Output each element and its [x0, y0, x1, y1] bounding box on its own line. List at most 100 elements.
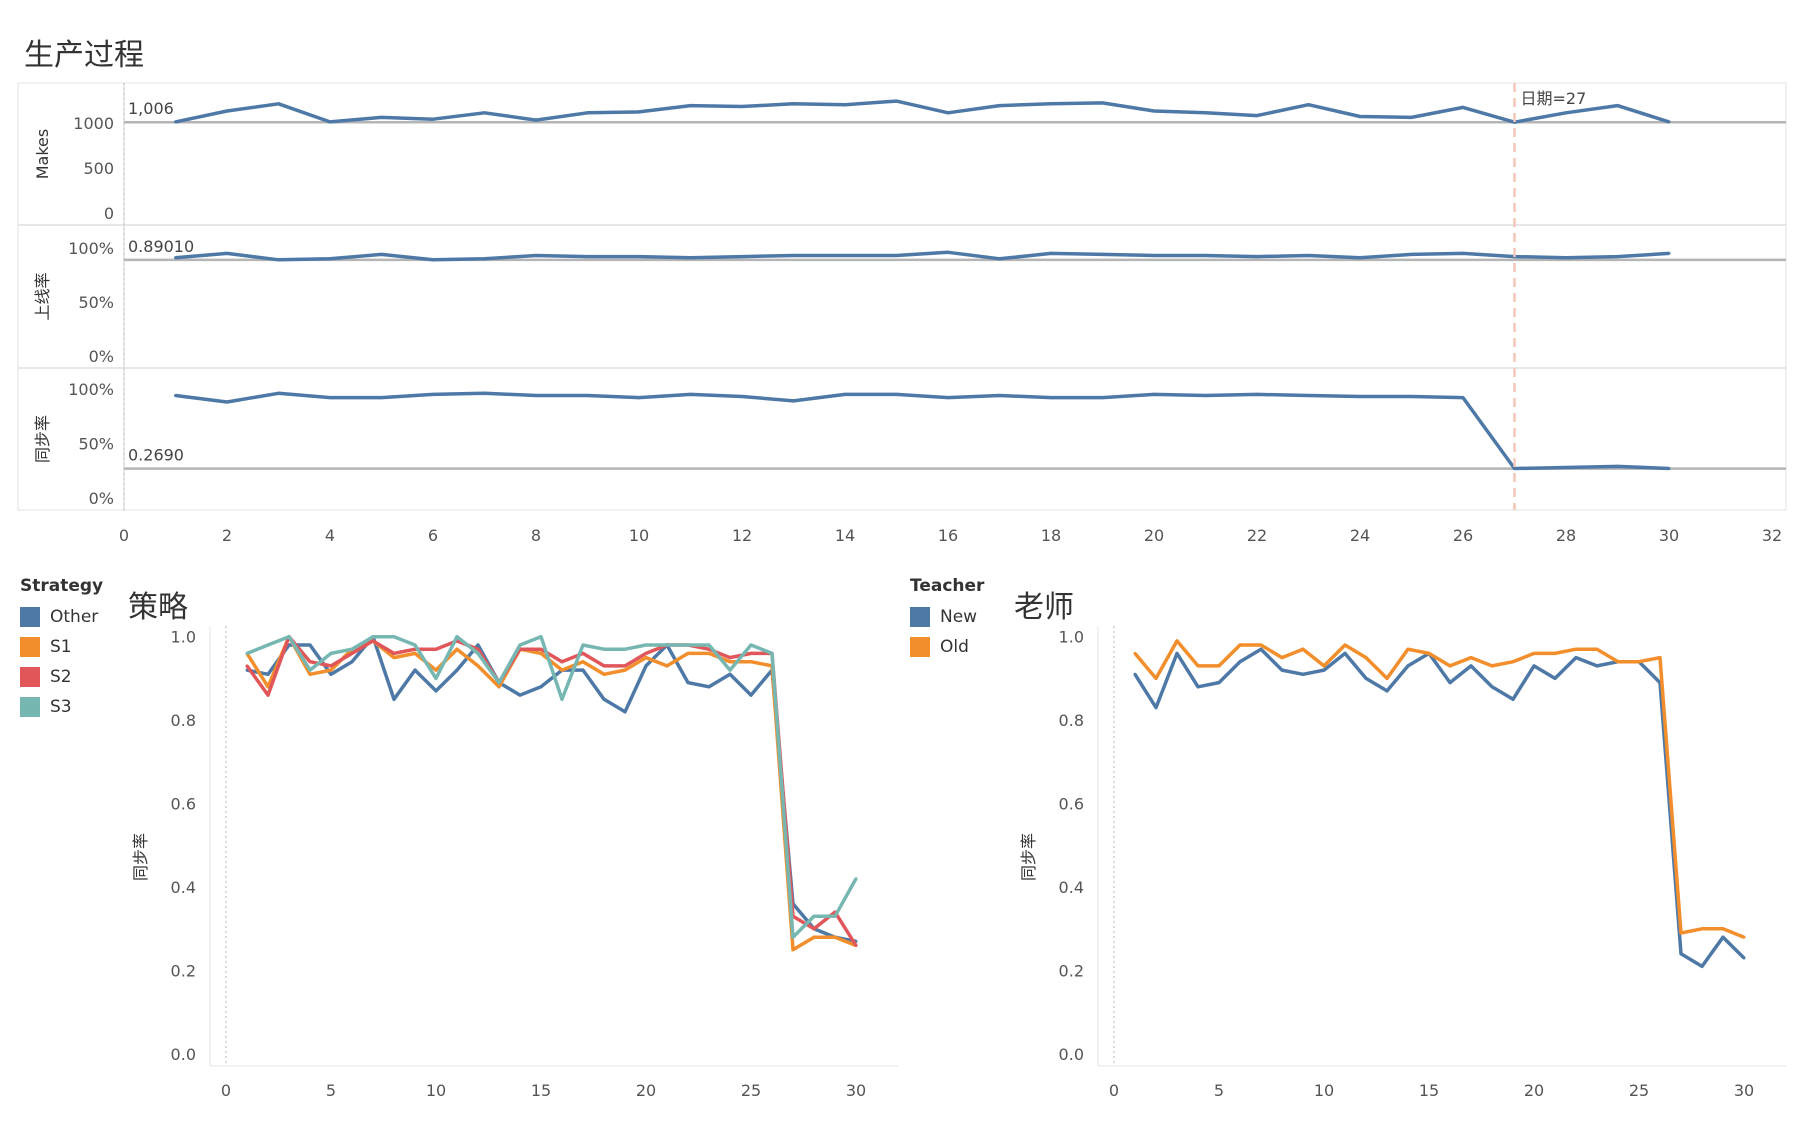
data-point: [476, 647, 480, 651]
data-point: [266, 685, 270, 689]
legend-label: New: [940, 607, 978, 627]
data-point: [455, 668, 459, 672]
data-point: [350, 660, 354, 664]
data-point: [1469, 656, 1473, 660]
x-tick-label: 24: [1350, 526, 1370, 545]
x-tick-label: 22: [1247, 526, 1267, 545]
legend-item[interactable]: Old: [910, 632, 984, 662]
data-point: [707, 685, 711, 689]
data-point: [843, 103, 847, 107]
teacher-legend[interactable]: Teacher New Old: [910, 576, 984, 662]
y-tick-label: 0%: [89, 347, 114, 366]
teacher-chart: 0.0 0.2 0.4 0.6 0.8 1.0 0 5 10 15 20 25 30 同步率: [1019, 626, 1786, 1100]
data-point: [581, 660, 585, 664]
data-point: [1511, 697, 1515, 701]
data-point: [371, 635, 375, 639]
data-point: [174, 393, 177, 397]
data-point: [1490, 664, 1494, 668]
data-point: [581, 643, 585, 647]
data-point: [371, 639, 375, 643]
data-point: [483, 257, 486, 261]
data-point: [1217, 681, 1221, 685]
data-point: [946, 250, 950, 254]
legend-item[interactable]: S3: [20, 692, 103, 722]
data-point: [350, 651, 354, 655]
data-point: [560, 660, 564, 664]
data-point: [812, 935, 816, 939]
data-point: [380, 396, 383, 400]
data-point: [1595, 647, 1599, 651]
data-point: [1490, 685, 1494, 689]
data-point: [1721, 927, 1725, 931]
reference-label: 0.89010: [128, 237, 194, 256]
data-point: [602, 697, 606, 701]
y-tick-label: 0.0: [1059, 1045, 1084, 1064]
data-point: [946, 396, 950, 400]
data-point: [792, 254, 795, 258]
x-tick-label: 32: [1762, 526, 1782, 545]
x-tick-label: 10: [629, 526, 649, 545]
data-point: [1553, 676, 1557, 680]
data-point: [174, 120, 177, 124]
data-point: [1564, 256, 1568, 260]
data-point: [812, 927, 816, 931]
data-point: [1364, 656, 1368, 660]
data-point: [1385, 676, 1389, 680]
data-point: [637, 255, 641, 259]
x-tick-label: 0: [1109, 1081, 1119, 1100]
data-point: [812, 914, 816, 918]
data-point: [1616, 104, 1619, 108]
y-tick-label: 0.8: [1059, 711, 1084, 730]
data-point: [1259, 643, 1263, 647]
x-tick-label: 28: [1556, 526, 1576, 545]
series-line-s3: [246, 634, 858, 939]
strategy-chart-title: 策略: [128, 590, 188, 625]
legend-label: S3: [50, 697, 72, 717]
data-point: [476, 664, 480, 668]
data-point: [843, 254, 847, 258]
data-point: [1238, 660, 1242, 664]
data-point: [287, 643, 291, 647]
data-point: [277, 391, 280, 395]
data-point: [1679, 952, 1683, 956]
data-point: [833, 935, 837, 939]
data-point: [740, 105, 744, 109]
legend-item[interactable]: Other: [20, 602, 103, 632]
strategy-legend-title: Strategy: [20, 576, 104, 596]
x-tick-label: 25: [1629, 1081, 1649, 1100]
data-point: [539, 651, 543, 655]
data-point: [1616, 464, 1619, 468]
x-tick-label: 20: [636, 1081, 656, 1100]
data-point: [1280, 668, 1284, 672]
strategy-legend[interactable]: Strategy Other S1 S2 S3: [20, 576, 103, 722]
data-point: [277, 102, 280, 106]
data-point: [380, 115, 383, 119]
data-point: [1564, 111, 1568, 115]
legend-item[interactable]: New: [910, 602, 984, 632]
data-point: [329, 651, 333, 655]
y-tick-label: 100%: [68, 239, 114, 258]
series-line-s2: [245, 634, 858, 947]
data-point: [329, 668, 333, 672]
data-point: [581, 668, 585, 672]
data-point: [1448, 664, 1452, 668]
x-tick-label: 0: [119, 526, 129, 545]
legend-item[interactable]: S2: [20, 662, 103, 692]
data-point: [1204, 393, 1207, 397]
data-point: [1196, 685, 1200, 689]
data-point: [1307, 103, 1310, 107]
data-point: [225, 400, 229, 404]
data-point: [1574, 656, 1578, 660]
y-tick-label: 0%: [89, 489, 114, 508]
data-point: [946, 111, 950, 115]
data-point: [707, 643, 711, 647]
data-point: [539, 647, 543, 651]
data-point: [689, 392, 692, 396]
x-tick-label: 30: [1659, 526, 1679, 545]
data-point: [497, 685, 501, 689]
data-point: [308, 672, 312, 676]
data-point: [534, 254, 538, 258]
data-point: [483, 111, 486, 115]
legend-item[interactable]: S1: [20, 632, 103, 662]
y-tick-label: 0.6: [171, 795, 196, 814]
